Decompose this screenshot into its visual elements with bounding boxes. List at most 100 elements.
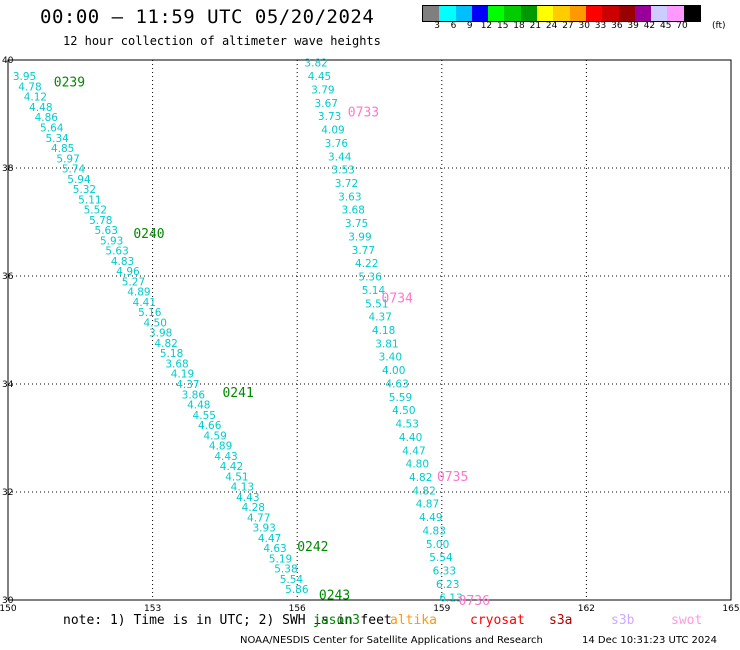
legend-swatch [602, 6, 619, 21]
wave-height-value: 5.16 [138, 307, 162, 319]
wave-height-value: 5.54 [280, 574, 304, 586]
wave-height-value: 5.64 [40, 123, 64, 135]
wave-height-value: 5.93 [100, 235, 123, 247]
wave-height-value: 3.95 [13, 71, 36, 83]
wave-height-value: 4.63 [263, 543, 286, 555]
wave-height-value: 4.50 [392, 405, 415, 417]
wave-height-value: 3.68 [165, 358, 188, 370]
legend-label: 39 [627, 21, 639, 31]
wave-height-value: 4.51 [225, 471, 248, 483]
wave-height-value: 4.55 [193, 410, 216, 422]
legend-label: 12 [480, 21, 493, 31]
wave-height-value: 4.50 [144, 317, 167, 329]
legend-swatch [569, 6, 586, 21]
wave-height-value: 4.53 [396, 419, 419, 431]
lat-tick-label: 36 [2, 272, 14, 282]
wave-height-value: 4.47 [258, 533, 281, 545]
mission-label: s3b [611, 613, 635, 628]
legend-label: 42 [643, 21, 656, 31]
wave-height-value: 4.48 [29, 102, 52, 114]
wave-height-value: 4.48 [187, 400, 210, 412]
timestamp-text: 14 Dec 10:31:23 UTC 2024 [582, 635, 717, 646]
lat-tick-label: 32 [2, 488, 13, 498]
legend-swatch [585, 6, 603, 21]
wave-height-value: 3.44 [328, 151, 352, 163]
wave-height-value: 4.12 [24, 92, 47, 104]
wave-height-value: 4.42 [220, 461, 243, 473]
lon-tick-label: 165 [722, 604, 739, 614]
wave-height-value: 4.80 [406, 459, 429, 471]
mission-label: altika [390, 613, 437, 628]
wave-height-value: 3.75 [345, 218, 368, 230]
wave-height-value: 4.18 [372, 325, 395, 337]
wave-height-value: 4.37 [369, 312, 392, 324]
wave-height-value: 3.73 [318, 111, 341, 123]
legend-label: 30 [578, 21, 590, 31]
wave-height-value: 5.11 [78, 194, 101, 206]
pass-time-label: 0733 [348, 105, 379, 120]
lon-tick-label: 153 [144, 604, 161, 614]
wave-height-value: 3.82 [304, 58, 327, 70]
wave-height-value: 4.49 [419, 512, 442, 524]
wave-height-value: 5.34 [45, 133, 69, 145]
wave-height-value: 5.36 [358, 272, 382, 284]
color-legend [422, 5, 702, 22]
legend-swatch [504, 6, 521, 21]
wave-height-value: 5.63 [105, 246, 128, 258]
wave-height-value: 3.40 [379, 352, 402, 364]
legend-label: 70 [676, 21, 688, 31]
wave-height-value: 5.19 [269, 553, 292, 565]
wave-height-value: 3.76 [325, 138, 349, 150]
legend-swatch [455, 6, 472, 21]
legend-label: 18 [513, 21, 525, 31]
mission-label: swot [671, 613, 703, 628]
wave-height-value: 3.68 [342, 205, 365, 217]
legend-swatch [488, 6, 505, 21]
lon-tick-label: 156 [289, 604, 306, 614]
wave-height-value: 4.00 [382, 365, 405, 377]
wave-height-value: 4.89 [127, 287, 150, 299]
mission-label: jason3 [313, 613, 360, 628]
wave-height-value: 4.77 [247, 512, 270, 524]
legend-label: 3 [434, 21, 441, 31]
legend-label: 36 [611, 21, 623, 31]
lon-tick-label: 162 [578, 604, 595, 614]
legend-unit: (ft) [712, 21, 726, 31]
wave-height-value: 5.52 [84, 205, 107, 217]
legend-label: 27 [562, 21, 574, 31]
wave-height-value: 4.96 [116, 266, 140, 278]
legend-swatch [618, 6, 635, 21]
wave-height-value: 3.53 [331, 165, 354, 177]
wave-height-value: 3.63 [338, 191, 361, 203]
wave-height-value: 4.22 [355, 258, 378, 270]
wave-height-value: 6.23 [436, 579, 459, 591]
legend-swatch [683, 6, 701, 21]
wave-height-value: 3.86 [182, 389, 206, 401]
wave-height-value: 6.33 [433, 566, 456, 578]
lat-tick-label: 38 [2, 164, 14, 174]
lon-tick-label: 159 [433, 604, 450, 614]
wave-height-value: 4.85 [51, 143, 74, 155]
pass-time-label: 0240 [133, 227, 164, 242]
wave-height-value: 4.82 [409, 472, 432, 484]
legend-swatch [634, 6, 652, 21]
pass-time-label: 0242 [297, 540, 328, 555]
wave-height-value: 4.66 [198, 420, 222, 432]
wave-height-value: 4.82 [412, 485, 435, 497]
lon-tick-label: 150 [0, 604, 17, 614]
lat-tick-label: 30 [2, 596, 14, 606]
credit-text: NOAA/NESDIS Center for Satellite Applica… [240, 635, 543, 646]
legend-swatch [537, 6, 554, 21]
lat-tick-label: 40 [2, 56, 14, 66]
wave-height-value: 4.19 [171, 369, 194, 381]
wave-height-value: 5.32 [73, 184, 96, 196]
legend-swatch [439, 6, 456, 21]
pass-time-label: 0736 [459, 594, 490, 609]
legend-label: 45 [660, 21, 672, 31]
wave-height-value: 4.59 [203, 430, 226, 442]
wave-height-value: 4.40 [399, 432, 422, 444]
pass-time-label: 0243 [319, 589, 350, 604]
wave-height-value: 5.51 [365, 298, 388, 310]
footer-note: note: 1) Time is in UTC; 2) SWH is in fe… [63, 613, 392, 628]
mission-label: s3a [549, 613, 573, 628]
